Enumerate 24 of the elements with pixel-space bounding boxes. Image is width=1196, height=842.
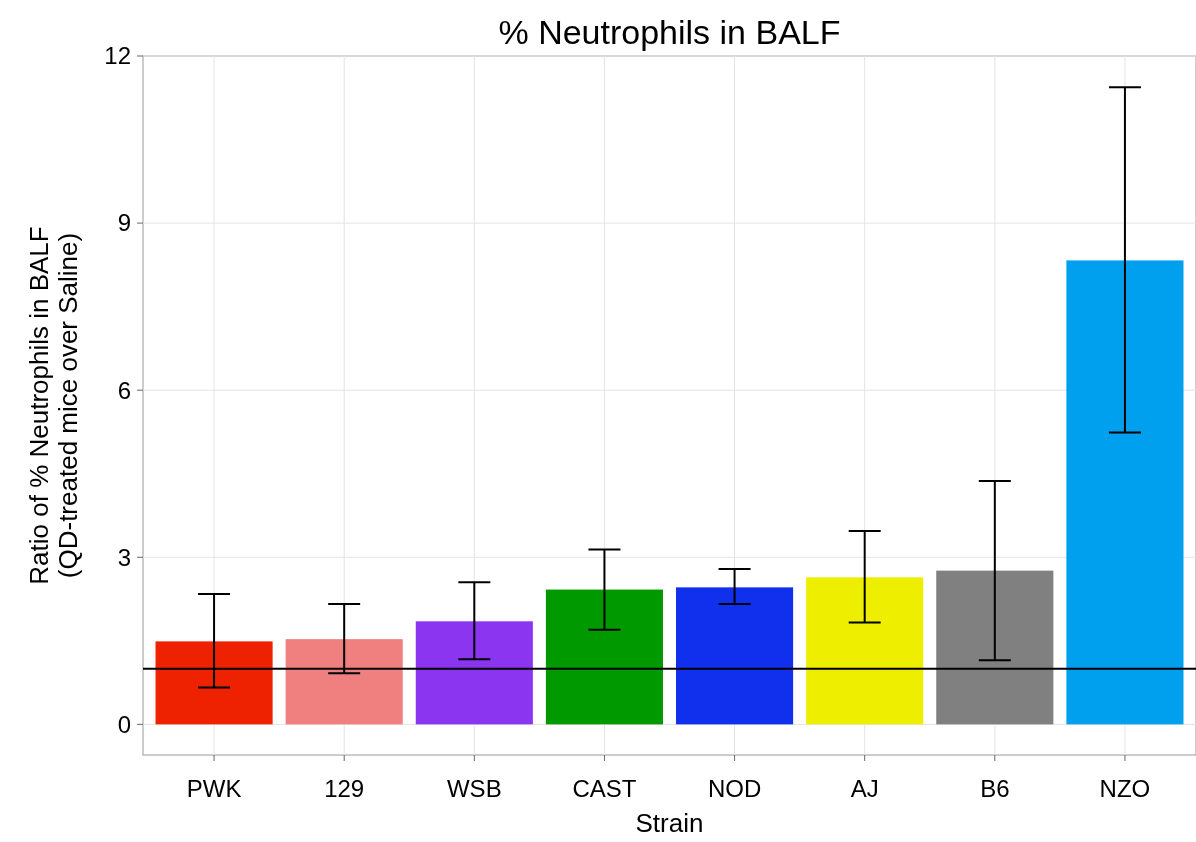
x-axis-title: Strain [635, 808, 704, 838]
bar [415, 621, 533, 725]
x-tick-label: AJ [850, 775, 879, 802]
y-axis-title: Ratio of % Neutrophils in BALF (QD-treated mice over Saline) [24, 226, 83, 585]
y-tick-label: 0 [117, 710, 131, 738]
x-tick-label: B6 [980, 775, 1010, 802]
bar [545, 589, 663, 725]
x-tick-label: WSB [446, 775, 502, 802]
bar [1066, 260, 1184, 725]
y-tick-label: 9 [117, 209, 131, 237]
bar [806, 577, 924, 725]
x-tick-label: PWK [186, 775, 242, 802]
chart-title: % Neutrophils in BALF [498, 13, 841, 51]
bar [285, 639, 403, 725]
x-tick-label: NZO [1099, 775, 1151, 802]
y-tick-label: 6 [117, 376, 131, 404]
x-tick-label: CAST [572, 775, 637, 802]
y-tick-label: 3 [117, 543, 131, 571]
bar [676, 587, 794, 725]
y-tick-label: 12 [104, 42, 131, 70]
x-tick-label: 129 [324, 775, 365, 802]
x-tick-label: NOD [707, 775, 762, 802]
bar [936, 570, 1054, 725]
bar [155, 641, 273, 725]
